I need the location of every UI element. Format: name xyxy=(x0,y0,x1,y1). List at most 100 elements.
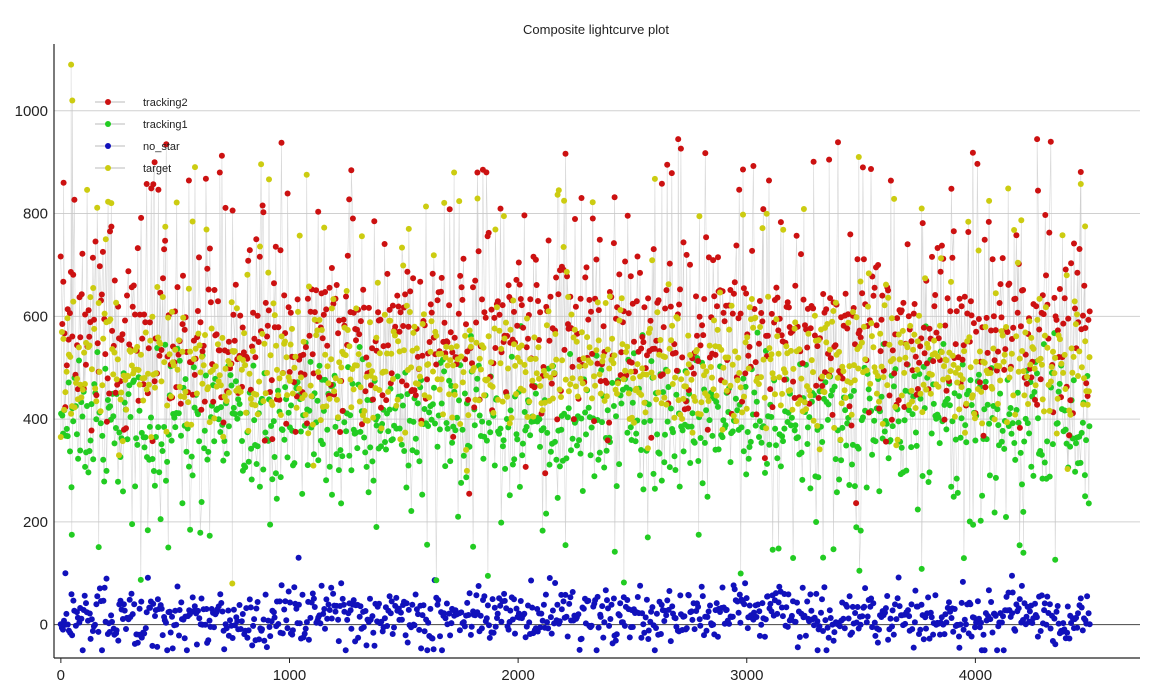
data-point-target xyxy=(661,394,668,401)
data-point-target xyxy=(1025,401,1031,407)
data-point-tracking1 xyxy=(306,407,313,414)
data-point-tracking2 xyxy=(645,295,652,302)
data-point-target xyxy=(169,308,175,315)
data-point-no_star xyxy=(1047,625,1054,632)
data-point-no_star xyxy=(427,605,434,612)
data-point-no_star xyxy=(719,584,726,591)
data-point-tracking1 xyxy=(178,432,184,439)
data-point-tracking2 xyxy=(751,306,758,312)
data-point-no_star xyxy=(562,591,569,598)
data-point-no_star xyxy=(322,625,328,632)
data-point-target xyxy=(800,206,807,212)
data-point-tracking1 xyxy=(613,413,619,420)
data-point-tracking2 xyxy=(455,310,462,317)
data-point-tracking2 xyxy=(320,311,327,318)
data-point-target xyxy=(871,364,878,371)
data-point-target xyxy=(739,409,746,416)
data-point-tracking1 xyxy=(774,455,781,462)
data-point-target xyxy=(1084,401,1091,408)
data-point-tracking2 xyxy=(104,375,111,382)
data-point-target xyxy=(223,398,230,404)
data-point-no_star xyxy=(260,616,267,623)
data-point-tracking1 xyxy=(911,373,918,380)
data-point-tracking1 xyxy=(601,464,608,471)
data-point-target xyxy=(253,391,260,398)
data-point-target xyxy=(267,352,274,359)
data-point-tracking2 xyxy=(1023,380,1030,387)
data-point-target xyxy=(358,233,365,240)
data-point-tracking2 xyxy=(586,296,593,303)
data-point-tracking1 xyxy=(88,401,95,408)
data-point-target xyxy=(1007,366,1014,372)
data-point-tracking1 xyxy=(232,378,239,385)
data-point-tracking1 xyxy=(509,461,516,468)
data-point-tracking2 xyxy=(253,236,260,243)
data-point-target xyxy=(940,376,947,383)
data-point-no_star xyxy=(494,615,500,621)
data-point-target xyxy=(897,339,904,346)
data-point-tracking2 xyxy=(761,455,768,462)
data-point-tracking2 xyxy=(1012,295,1019,302)
data-point-no_star xyxy=(357,603,364,610)
data-point-tracking2 xyxy=(463,321,469,328)
data-point-tracking1 xyxy=(671,453,678,460)
data-point-no_star xyxy=(176,607,183,613)
data-point-tracking2 xyxy=(701,296,708,302)
data-point-target xyxy=(277,412,284,418)
data-point-tracking1 xyxy=(1062,426,1069,433)
data-point-target xyxy=(583,386,590,393)
data-point-target xyxy=(63,368,70,375)
data-point-tracking1 xyxy=(540,425,547,432)
data-point-tracking2 xyxy=(499,302,506,309)
data-point-tracking2 xyxy=(272,243,279,250)
data-point-target xyxy=(1051,370,1058,377)
data-point-target xyxy=(732,348,739,355)
data-point-target xyxy=(1012,411,1019,418)
data-point-tracking2 xyxy=(339,407,346,414)
data-point-tracking1 xyxy=(164,458,171,465)
data-point-target xyxy=(161,359,168,366)
data-point-no_star xyxy=(885,636,892,643)
data-point-tracking2 xyxy=(564,273,570,280)
data-point-tracking2 xyxy=(156,352,163,359)
data-point-target xyxy=(832,299,839,306)
data-point-tracking2 xyxy=(1065,315,1072,322)
data-point-tracking1 xyxy=(970,521,977,528)
data-point-tracking2 xyxy=(983,314,990,321)
data-point-tracking1 xyxy=(828,392,834,399)
data-point-no_star xyxy=(874,639,881,646)
data-point-no_star xyxy=(295,601,302,608)
data-point-target xyxy=(634,361,641,368)
data-point-tracking2 xyxy=(446,206,453,213)
data-point-no_star xyxy=(79,647,86,654)
data-point-target xyxy=(385,388,392,395)
data-point-tracking2 xyxy=(313,287,320,294)
data-point-target xyxy=(893,442,900,449)
data-point-tracking1 xyxy=(268,423,275,429)
data-point-target xyxy=(77,381,84,388)
data-point-no_star xyxy=(259,626,265,633)
data-point-target xyxy=(862,356,869,363)
data-point-target xyxy=(606,293,613,300)
data-point-target xyxy=(914,366,921,373)
data-point-target xyxy=(203,226,210,233)
data-point-tracking2 xyxy=(522,463,529,470)
data-point-tracking2 xyxy=(829,411,836,418)
data-point-tracking2 xyxy=(633,298,640,305)
data-point-target xyxy=(459,379,466,386)
data-point-target xyxy=(713,392,720,399)
data-point-no_star xyxy=(412,591,419,598)
data-point-tracking2 xyxy=(679,354,686,361)
data-point-target xyxy=(229,580,236,587)
data-point-tracking1 xyxy=(815,474,822,481)
data-point-tracking1 xyxy=(830,546,837,553)
data-point-tracking1 xyxy=(1003,514,1009,520)
data-point-tracking2 xyxy=(930,358,937,365)
data-point-tracking2 xyxy=(343,293,349,300)
data-point-tracking2 xyxy=(109,327,116,334)
data-point-tracking2 xyxy=(823,306,830,313)
data-point-target xyxy=(181,394,188,400)
data-point-tracking2 xyxy=(525,335,531,342)
data-point-target xyxy=(989,385,996,392)
data-point-target xyxy=(196,342,203,349)
